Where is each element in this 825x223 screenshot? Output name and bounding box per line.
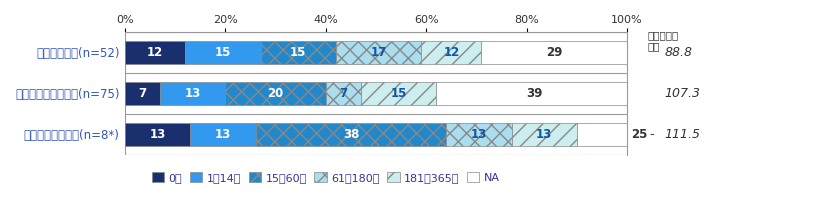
Text: 17: 17	[370, 46, 387, 59]
Text: 107.3: 107.3	[665, 87, 700, 100]
Text: 15: 15	[390, 87, 407, 100]
Bar	[186, 41, 261, 64]
Text: 29: 29	[546, 46, 563, 59]
Bar	[446, 123, 512, 146]
Text: 15: 15	[214, 46, 231, 59]
Bar	[125, 123, 191, 146]
Text: -: -	[649, 128, 654, 141]
Text: 20: 20	[267, 87, 284, 100]
Bar	[336, 41, 422, 64]
Text: 13: 13	[149, 128, 166, 141]
Bar	[191, 123, 256, 146]
Text: 12: 12	[443, 46, 460, 59]
Text: 15: 15	[290, 46, 306, 59]
Text: 平均非就業
日数: 平均非就業 日数	[647, 30, 678, 52]
Bar	[125, 82, 160, 105]
Bar	[261, 41, 336, 64]
Text: 12: 12	[147, 46, 163, 59]
Text: 88.8: 88.8	[665, 46, 693, 59]
Bar	[577, 123, 702, 146]
Legend: 0日, 1～14日, 15～60日, 61～180日, 181～365日, NA: 0日, 1～14日, 15～60日, 61～180日, 181～365日, NA	[148, 168, 504, 187]
Bar	[326, 82, 361, 105]
Bar	[422, 41, 482, 64]
Bar	[160, 82, 225, 105]
Text: 13: 13	[185, 87, 201, 100]
Text: 39: 39	[526, 87, 542, 100]
Bar	[512, 123, 577, 146]
Bar	[225, 82, 326, 105]
Bar	[256, 123, 446, 146]
Text: 111.5: 111.5	[665, 128, 700, 141]
Text: 7: 7	[339, 87, 347, 100]
Text: 13: 13	[471, 128, 487, 141]
Text: 7: 7	[139, 87, 147, 100]
Bar	[482, 41, 627, 64]
Bar	[436, 82, 632, 105]
Text: 38: 38	[342, 128, 359, 141]
Text: 13: 13	[214, 128, 231, 141]
Text: 13: 13	[536, 128, 553, 141]
Text: 25: 25	[631, 128, 648, 141]
Bar	[361, 82, 436, 105]
Bar	[125, 41, 186, 64]
